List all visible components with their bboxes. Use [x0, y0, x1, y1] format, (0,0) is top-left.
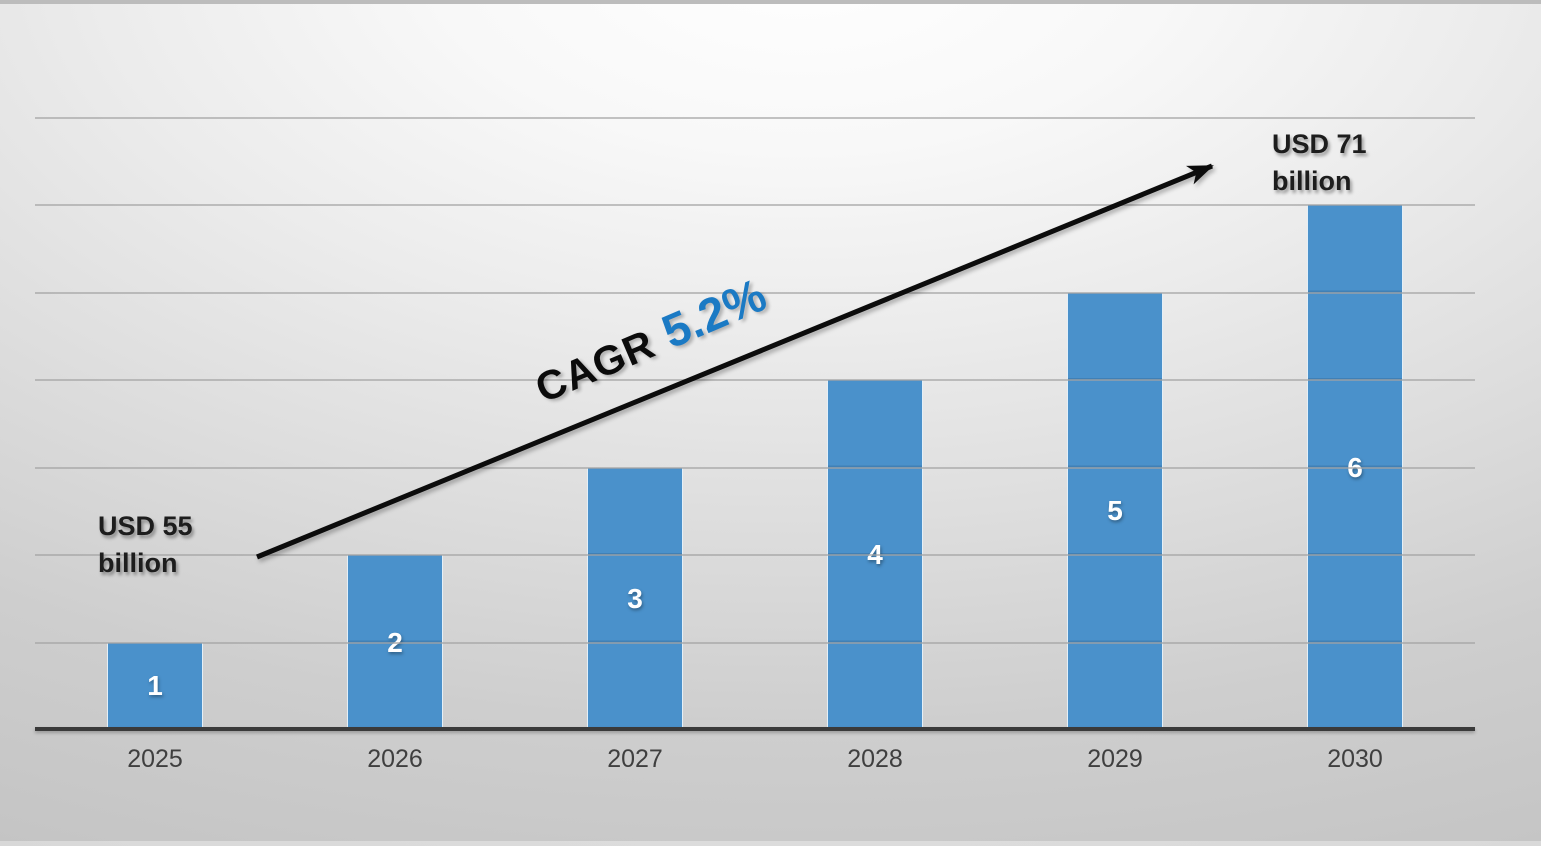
bar-value-label-2027: 3	[627, 582, 643, 614]
gridline-4	[35, 379, 1475, 381]
x-axis-label-2027: 2027	[607, 745, 663, 773]
x-axis-label-2029: 2029	[1087, 745, 1143, 773]
slide-bottom-border	[0, 841, 1541, 846]
x-axis-label-2028: 2028	[847, 745, 903, 773]
bar-value-label-2029: 5	[1107, 495, 1123, 527]
annotation-start-value: USD 55 billion	[98, 511, 193, 578]
bar-2029: 5	[1067, 292, 1163, 730]
slide-top-border	[0, 0, 1541, 4]
bar-2025: 1	[107, 642, 203, 730]
gridline-1	[35, 641, 1475, 644]
gridline-3	[35, 466, 1475, 469]
annotation-end-value: USD 71 billion	[1272, 129, 1367, 196]
x-axis-line	[35, 727, 1475, 731]
gridline-6	[35, 204, 1475, 206]
bar-value-label-2025: 1	[147, 670, 163, 702]
x-axis-label-2030: 2030	[1327, 745, 1383, 773]
x-axis-label-2025: 2025	[127, 745, 183, 773]
gridline-7	[35, 116, 1475, 119]
x-axis-label-2026: 2026	[367, 745, 423, 773]
bar-2027: 3	[587, 467, 683, 730]
gridline-2	[35, 554, 1475, 556]
